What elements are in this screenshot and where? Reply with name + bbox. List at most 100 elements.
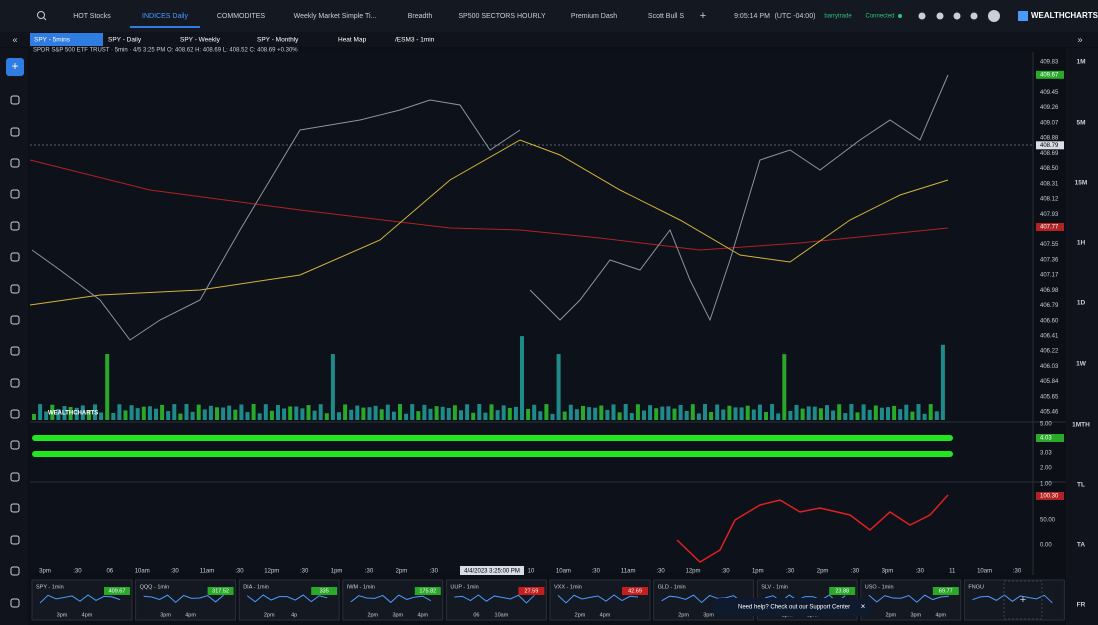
watch-card[interactable] <box>238 579 340 621</box>
volume-bar <box>263 404 268 420</box>
avatar[interactable] <box>988 10 1000 22</box>
timeframe[interactable]: 15M <box>1075 180 1088 187</box>
time-axis-label: :30 <box>300 569 309 575</box>
tool-icon[interactable] <box>10 127 20 137</box>
chart-tab[interactable]: SPY - Daily <box>108 37 142 44</box>
volume-bar <box>282 408 287 420</box>
chart-tab[interactable]: SPY - Weekly <box>180 37 221 44</box>
add-watch-icon: + <box>1020 594 1026 606</box>
toolbar-icon[interactable] <box>918 12 926 20</box>
volume-bar <box>452 405 457 420</box>
tool-icon[interactable] <box>10 284 20 294</box>
top-tab[interactable]: Weekly Market Simple Ti... <box>294 13 377 20</box>
top-tab[interactable]: Premium Dash <box>571 13 617 20</box>
volume-bar <box>635 404 640 420</box>
top-tab[interactable]: Breadth <box>408 13 433 20</box>
support-popup[interactable] <box>712 598 872 616</box>
volume-bar <box>843 413 848 420</box>
toolbar-icon[interactable] <box>970 12 978 20</box>
crosshair-price: 408.79 <box>1040 143 1059 149</box>
chart-tab[interactable]: SPY - 5mins <box>34 37 71 44</box>
timeframe[interactable]: 1M <box>1076 59 1085 66</box>
pane3-axis-label: 50.00 <box>1040 518 1056 524</box>
volume-bar <box>513 406 518 420</box>
volume-bar <box>93 404 97 420</box>
watch-card[interactable] <box>135 579 237 621</box>
watch-sparkline <box>868 594 949 603</box>
add-button-icon: + <box>11 59 18 73</box>
top-tab[interactable]: Scott Bull S <box>648 13 685 20</box>
toolbar-icon[interactable] <box>936 12 944 20</box>
timeframe[interactable]: 5M <box>1076 120 1085 127</box>
volume-bar <box>105 354 110 420</box>
crosshair-time: 4/4/2023 3:25:00 PM <box>464 569 520 575</box>
price-axis-label: 406.98 <box>1040 288 1059 294</box>
time-axis-label: 2pm <box>396 569 408 575</box>
support-close[interactable]: × <box>861 602 866 611</box>
tool-icon[interactable] <box>10 158 20 168</box>
chart-tab[interactable]: SPY - Monthly <box>257 37 299 44</box>
volume-bar <box>129 405 134 420</box>
volume-bar <box>721 409 726 420</box>
timeframe[interactable]: TL <box>1077 482 1085 489</box>
pane2-lower: 3.03 <box>1040 451 1052 457</box>
tool-icon[interactable] <box>10 598 20 608</box>
timezone: (UTC -04:00) <box>775 13 816 20</box>
tool-icon[interactable] <box>10 409 20 419</box>
price-axis-label: 407.36 <box>1040 257 1059 263</box>
tool-icon[interactable] <box>10 189 20 199</box>
tool-icon[interactable] <box>10 535 20 545</box>
chart-tab[interactable]: Heat Map <box>338 37 367 44</box>
watch-card[interactable] <box>549 579 651 621</box>
watch-card[interactable] <box>860 579 962 621</box>
timeframe[interactable]: 1W <box>1076 361 1087 368</box>
tool-icon[interactable] <box>10 378 20 388</box>
timeframe[interactable]: FR <box>1077 602 1086 609</box>
add-watch[interactable] <box>1003 580 1043 620</box>
tool-icon[interactable] <box>10 566 20 576</box>
volume-bar <box>757 404 762 420</box>
toolbar-icon[interactable] <box>953 12 961 20</box>
volume-bar <box>489 404 494 420</box>
tool-icon[interactable] <box>10 221 20 231</box>
top-tab[interactable]: HOT Stocks <box>73 13 111 20</box>
chart-tab[interactable]: /ESM3 - 1min <box>395 37 435 44</box>
volume-bar <box>355 405 360 420</box>
time-axis-label: :30 <box>786 569 795 575</box>
add-button[interactable] <box>6 58 24 76</box>
timeframe[interactable]: 1MTH <box>1072 422 1090 429</box>
search-icon-handle <box>43 17 47 21</box>
search-icon[interactable] <box>37 11 45 19</box>
timeframe[interactable]: TA <box>1077 542 1085 549</box>
tool-icon[interactable] <box>10 440 20 450</box>
volume-bar <box>269 410 274 420</box>
add-tab[interactable]: + <box>700 10 706 22</box>
tool-icon[interactable] <box>10 346 20 356</box>
time-axis-label: 10am <box>977 569 992 575</box>
tool-icon[interactable] <box>10 252 20 262</box>
pane3-value: 100.30 <box>1040 494 1059 500</box>
volume-bar <box>898 409 903 420</box>
top-tab[interactable]: INDICES Daily <box>142 13 188 20</box>
price-axis-label: 406.41 <box>1040 333 1059 339</box>
timeframe[interactable]: 1D <box>1077 300 1086 307</box>
volume-bar <box>306 405 311 420</box>
tool-icon[interactable] <box>10 472 20 482</box>
tool-icon[interactable] <box>10 315 20 325</box>
price-line <box>31 99 521 341</box>
volume-bar <box>166 411 171 420</box>
volume-bar <box>239 404 244 420</box>
collapse-right[interactable]: » <box>1077 34 1082 44</box>
volume-bar <box>751 409 756 420</box>
price-axis-label: 409.83 <box>1040 60 1059 66</box>
average-price-badge <box>1036 222 1064 231</box>
timeframe[interactable]: 1H <box>1077 240 1086 247</box>
top-tab[interactable]: SP500 SECTORS HOURLY <box>458 13 546 20</box>
volume-bar <box>32 414 36 420</box>
volume-bar <box>928 404 933 420</box>
collapse-left[interactable]: « <box>12 34 17 44</box>
watch-price: 69.77 <box>939 588 953 594</box>
tool-icon[interactable] <box>10 95 20 105</box>
top-tab[interactable]: COMMODITES <box>217 13 266 20</box>
tool-icon[interactable] <box>10 503 20 513</box>
